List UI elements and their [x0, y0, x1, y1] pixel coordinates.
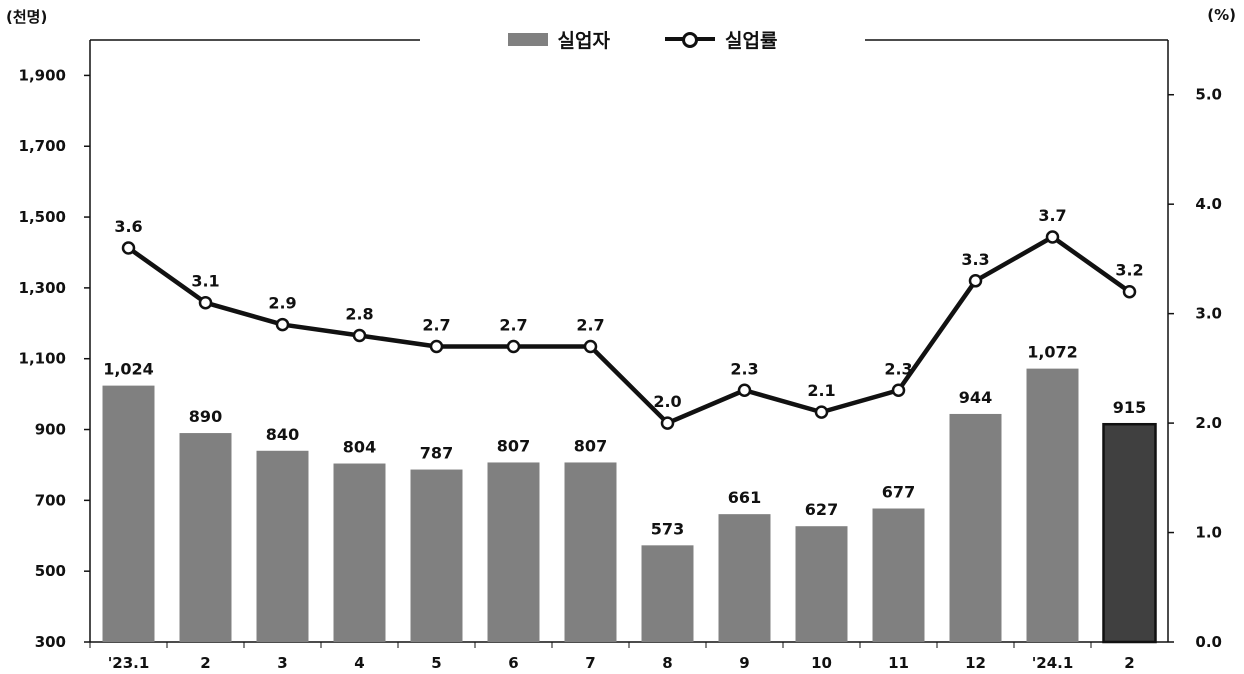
bar — [641, 545, 694, 642]
line-point — [814, 405, 829, 419]
right-tick-label: 2.0 — [1195, 414, 1222, 432]
right-tick-label: 1.0 — [1195, 524, 1222, 542]
line-value-label: 2.0 — [653, 392, 681, 411]
left-tick-label: 1,300 — [19, 279, 66, 297]
bar-value-label: 890 — [189, 407, 222, 426]
right-tick-label: 4.0 — [1195, 195, 1222, 213]
legend-bar-swatch — [507, 32, 548, 46]
bar — [872, 508, 925, 642]
left-tick-label: 1,100 — [19, 350, 66, 368]
line-point — [1045, 230, 1060, 244]
line-point — [660, 416, 675, 430]
bar — [949, 413, 1002, 642]
x-tick-label: 7 — [585, 654, 595, 672]
line-point — [737, 383, 752, 398]
bar-value-label: 804 — [343, 438, 376, 457]
bar-value-label: 627 — [805, 500, 838, 519]
line-point — [275, 317, 290, 332]
bar-value-label: 1,072 — [1027, 343, 1078, 362]
line-point — [583, 339, 598, 354]
bar-value-label: 661 — [728, 488, 761, 507]
bar-value-label: 915 — [1113, 398, 1146, 417]
right-axis-unit: (%) — [1207, 6, 1236, 24]
x-tick-label: 12 — [965, 654, 986, 672]
x-tick-label: '23.1 — [108, 654, 150, 672]
bar-value-label: 573 — [651, 519, 684, 538]
line-point — [1122, 284, 1137, 299]
legend-item-bars: 실업자 — [507, 26, 610, 53]
x-tick-label: 10 — [811, 654, 832, 672]
line-point — [198, 295, 213, 310]
bar — [1102, 422, 1157, 644]
legend-label-bars: 실업자 — [557, 29, 610, 52]
left-tick-label: 900 — [35, 421, 66, 439]
line-value-label: 2.7 — [422, 315, 450, 334]
left-tick-label: 1,700 — [19, 137, 66, 155]
x-tick-label: 2 — [200, 654, 210, 672]
x-tick-label: 6 — [508, 654, 518, 672]
x-tick-label: 4 — [354, 654, 364, 672]
legend: 실업자 실업률 — [420, 22, 865, 56]
bar — [333, 463, 386, 642]
bar — [487, 462, 540, 642]
bar — [1026, 368, 1079, 642]
left-tick-label: 700 — [35, 491, 66, 509]
line-point — [352, 328, 367, 343]
legend-label-line: 실업률 — [725, 29, 778, 52]
left-axis-unit: (천명) — [6, 8, 48, 26]
right-tick-label: 0.0 — [1195, 633, 1222, 651]
line-value-label: 3.1 — [191, 272, 219, 291]
line-value-label: 2.8 — [345, 305, 373, 324]
line-value-label: 2.3 — [730, 359, 758, 378]
x-tick-label: 2 — [1124, 654, 1134, 672]
line-point — [968, 274, 983, 288]
bar — [718, 514, 771, 642]
left-tick-label: 1,500 — [19, 208, 66, 226]
legend-line-swatch — [665, 32, 715, 48]
line-value-label: 3.2 — [1115, 261, 1143, 280]
bar-value-label: 787 — [420, 444, 453, 463]
line-point — [506, 339, 521, 354]
left-tick-label: 1,900 — [19, 66, 66, 84]
left-tick-label: 300 — [35, 633, 66, 651]
x-tick-label: 5 — [431, 654, 441, 672]
bar-value-label: 944 — [959, 388, 992, 407]
bar-value-label: 807 — [497, 436, 530, 455]
line-value-label: 3.3 — [961, 250, 989, 269]
bar-value-label: 840 — [266, 425, 299, 444]
line-value-label: 2.7 — [576, 315, 604, 334]
bar-value-label: 677 — [882, 482, 915, 501]
bar — [795, 526, 848, 642]
bar — [410, 469, 463, 642]
x-tick-label: 11 — [888, 654, 909, 672]
line-value-label: 2.9 — [268, 294, 296, 313]
x-tick-label: 3 — [277, 654, 287, 672]
line-point — [891, 383, 906, 398]
line-value-label: 2.1 — [807, 381, 835, 400]
bar-value-label: 1,024 — [103, 360, 154, 379]
right-tick-label: 3.0 — [1195, 305, 1222, 323]
legend-item-line: 실업률 — [665, 26, 777, 53]
bar — [256, 450, 309, 642]
line-value-label: 2.3 — [884, 359, 912, 378]
line-value-label: 3.6 — [114, 217, 142, 236]
bar — [179, 433, 232, 642]
bar-value-label: 807 — [574, 436, 607, 455]
bar — [564, 462, 617, 642]
right-tick-label: 5.0 — [1195, 86, 1222, 104]
x-tick-label: 9 — [739, 654, 749, 672]
bar — [102, 385, 155, 642]
x-tick-label: '24.1 — [1032, 654, 1074, 672]
line-point — [121, 241, 136, 255]
left-tick-label: 500 — [35, 562, 66, 580]
x-tick-label: 8 — [662, 654, 672, 672]
line-value-label: 2.7 — [499, 315, 527, 334]
unemployment-rate-line — [127, 234, 1131, 426]
line-value-label: 3.7 — [1038, 206, 1066, 225]
line-point — [429, 339, 444, 354]
